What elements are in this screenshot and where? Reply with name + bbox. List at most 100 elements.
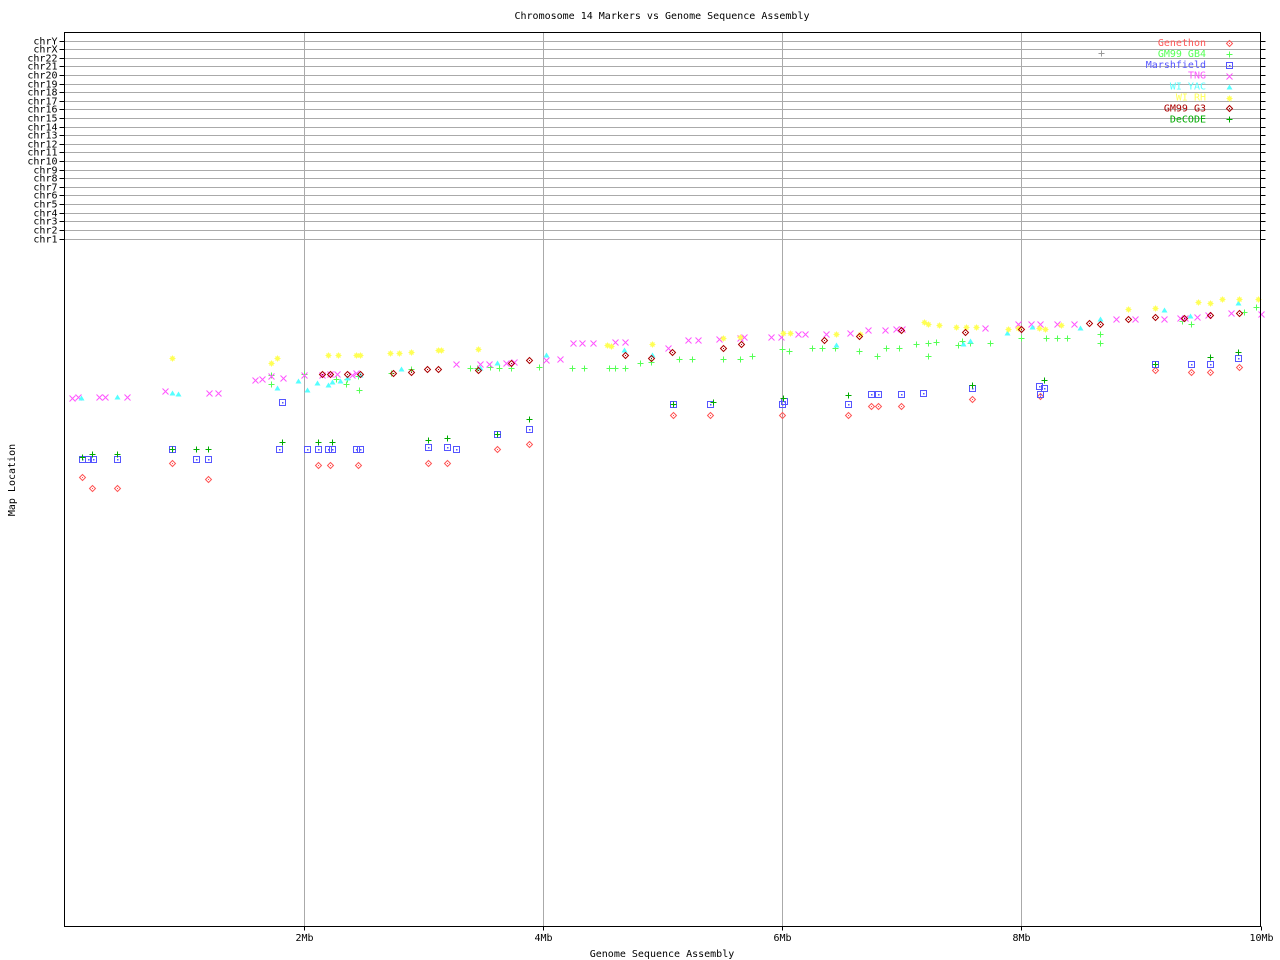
legend-marker (1226, 51, 1233, 58)
data-point (343, 381, 350, 388)
data-point (349, 372, 356, 379)
data-point (936, 322, 943, 329)
data-point (304, 446, 311, 453)
data-point (193, 456, 200, 463)
data-point (443, 459, 452, 468)
data-point (1187, 368, 1196, 377)
data-point (845, 401, 852, 408)
data-point (389, 369, 398, 378)
data-point (276, 446, 283, 453)
data-point (1152, 361, 1159, 368)
legend-marker (1226, 95, 1233, 102)
data-point (1161, 307, 1168, 313)
data-point (823, 331, 830, 338)
data-point (295, 378, 302, 384)
data-point (1188, 361, 1195, 368)
data-point (335, 352, 342, 359)
y-tick-label: chr19 (27, 80, 57, 91)
data-points (69, 50, 1265, 493)
data-point (621, 347, 628, 353)
data-point (1194, 314, 1201, 321)
data-point (268, 381, 275, 388)
data-point (526, 416, 533, 423)
data-point (844, 411, 853, 420)
data-point (868, 391, 875, 398)
y-axis-label: Map Location (7, 444, 18, 516)
data-point (268, 372, 275, 379)
data-point (536, 364, 543, 371)
data-point (494, 360, 501, 366)
data-point (1152, 305, 1159, 312)
data-point (315, 446, 322, 453)
data-point (252, 377, 259, 384)
data-point (215, 390, 222, 397)
data-point (737, 334, 744, 341)
x-tick-label: 2Mb (295, 933, 313, 944)
data-point (1017, 325, 1026, 334)
series-gm99-g3 (318, 309, 1244, 379)
x-axis-label: Genome Sequence Assembly (590, 949, 735, 960)
data-point (882, 327, 889, 334)
data-point (1132, 316, 1139, 323)
data-point (786, 348, 793, 355)
data-point (779, 346, 786, 353)
y-tick-label: chr7 (33, 183, 57, 194)
data-point (259, 376, 266, 383)
data-point (933, 339, 940, 346)
data-point (268, 373, 275, 380)
data-point (737, 340, 746, 349)
data-point (833, 342, 840, 348)
data-point (780, 395, 787, 402)
data-point (669, 411, 678, 420)
data-point (205, 446, 212, 453)
data-point (809, 345, 816, 352)
data-point (486, 361, 493, 368)
off-chromosome-point (1098, 50, 1105, 57)
data-point (665, 345, 672, 352)
data-point (604, 342, 611, 349)
data-point (896, 345, 903, 352)
data-point (477, 365, 484, 371)
data-point (1195, 299, 1202, 306)
data-point (314, 380, 321, 386)
data-point (301, 371, 308, 378)
series-tng (69, 310, 1265, 402)
y-tick-label: chr20 (27, 71, 57, 82)
data-point (973, 324, 980, 331)
data-point (897, 402, 906, 411)
data-point (543, 352, 550, 358)
legend-label: TNG (1188, 71, 1206, 82)
data-point (1151, 313, 1160, 322)
data-point (1015, 325, 1022, 332)
data-point (329, 439, 336, 446)
data-point (1036, 392, 1045, 401)
data-point (960, 341, 967, 347)
y-tick-label: chr5 (33, 200, 57, 211)
y-tick-label: chr12 (27, 140, 57, 151)
data-point (856, 348, 863, 355)
data-point (1151, 366, 1160, 375)
data-point (1085, 319, 1094, 328)
data-point (1161, 316, 1168, 323)
data-point (1097, 331, 1104, 338)
data-point (874, 402, 883, 411)
data-point (622, 339, 629, 346)
y-tick-label: chr4 (33, 209, 57, 220)
x-tick-label: 6Mb (773, 933, 791, 944)
data-point (169, 355, 176, 362)
data-point (855, 332, 864, 341)
data-point (982, 325, 989, 332)
data-point (387, 350, 394, 357)
y-tick-label: chr3 (33, 217, 57, 228)
data-point (279, 439, 286, 446)
legend-marker (1226, 62, 1233, 69)
data-point (356, 370, 365, 379)
data-point (314, 461, 323, 470)
data-point (557, 356, 564, 363)
data-point (1235, 363, 1244, 372)
data-point (1219, 296, 1226, 303)
data-point (318, 370, 327, 379)
data-point (96, 394, 103, 401)
data-point (1037, 391, 1044, 398)
data-point (329, 379, 336, 385)
